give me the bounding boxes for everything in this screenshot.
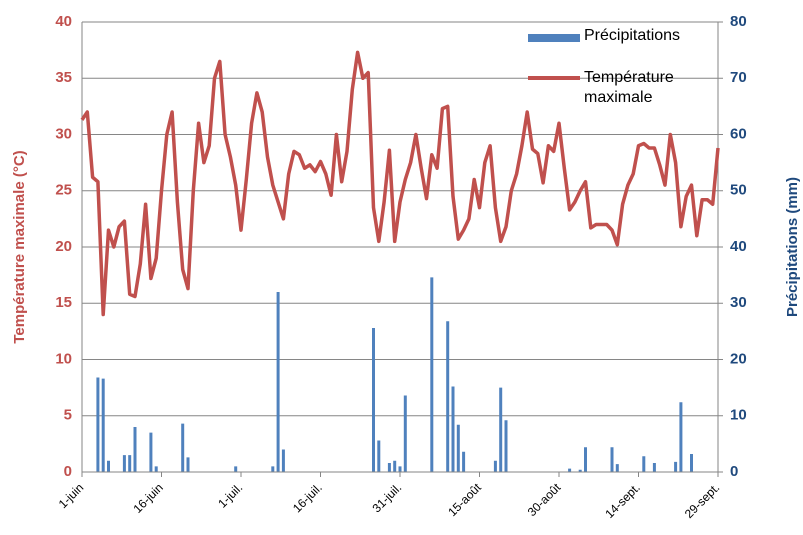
bar <box>181 423 185 472</box>
legend-swatch <box>528 34 580 42</box>
x-tick-label: 1-juil. <box>215 480 245 510</box>
bar <box>446 321 450 472</box>
bar <box>674 461 678 472</box>
y-tick-label: 20 <box>55 238 72 255</box>
bar <box>462 451 466 472</box>
y-tick-label: 15 <box>55 294 72 311</box>
bar <box>393 460 397 472</box>
y-tick-label: 30 <box>55 125 72 142</box>
bar <box>387 463 391 472</box>
bar <box>578 469 582 472</box>
x-tick-label: 30-août <box>525 480 564 519</box>
y-tick-label: 10 <box>55 350 72 367</box>
y2-tick-label: 70 <box>730 69 747 86</box>
bar <box>96 377 100 472</box>
bar <box>584 447 587 472</box>
y-tick-label: 5 <box>64 407 72 424</box>
bar <box>430 277 434 472</box>
x-tick-label: 31-juil. <box>369 480 404 515</box>
bar <box>568 468 572 472</box>
bar <box>403 395 407 472</box>
x-tick-label: 14-sept. <box>602 480 643 521</box>
y-tick-label: 0 <box>64 463 72 480</box>
bar <box>122 455 126 472</box>
y2-tick-label: 50 <box>730 182 747 199</box>
y2-tick-label: 60 <box>730 125 747 142</box>
bar <box>271 466 275 472</box>
bar <box>451 386 455 472</box>
x-tick-label: 1-juin <box>56 480 87 511</box>
bar <box>493 460 497 472</box>
bar <box>107 460 110 472</box>
legend-label: Température maximale <box>584 69 674 106</box>
bar <box>615 464 619 472</box>
x-tick-label: 15-août <box>445 480 484 519</box>
legend-swatch <box>528 76 580 80</box>
bar <box>652 463 656 472</box>
legend-label: Précipitations <box>584 27 681 44</box>
x-tick-label: 29-sept. <box>682 480 723 521</box>
bar <box>276 292 280 472</box>
bar <box>690 454 693 472</box>
line <box>80 50 720 317</box>
y2-tick-label: 0 <box>730 463 738 480</box>
bar <box>133 427 137 472</box>
bar <box>504 420 508 472</box>
bar <box>101 378 105 472</box>
legend-item: Température maximale <box>528 68 718 108</box>
y-axis-title: Température maximale (°C) <box>11 150 28 343</box>
bar <box>398 466 402 472</box>
y-tick-label: 35 <box>55 69 72 86</box>
y2-tick-label: 80 <box>730 13 747 30</box>
y2-tick-label: 20 <box>730 350 747 367</box>
bar <box>499 387 503 472</box>
y2-tick-label: 10 <box>730 407 747 424</box>
bar <box>234 466 238 472</box>
y2-tick-label: 40 <box>730 238 747 255</box>
legend: Précipitations Température maximale <box>528 26 718 130</box>
bar <box>186 457 190 472</box>
bar <box>377 440 381 472</box>
y2-axis-title: Précipitations (mm) <box>784 177 801 317</box>
legend-item: Précipitations <box>528 26 718 46</box>
bar <box>679 402 683 472</box>
x-tick-label: 16-juil. <box>290 480 325 515</box>
bar <box>149 432 153 472</box>
bar <box>456 424 460 472</box>
bar <box>642 456 646 472</box>
bar <box>281 449 285 472</box>
x-tick-label: 16-juin <box>130 480 165 515</box>
bar <box>154 466 158 472</box>
bar <box>128 455 132 472</box>
y-tick-label: 40 <box>55 13 72 30</box>
y-tick-label: 25 <box>55 182 72 199</box>
bar <box>610 447 614 472</box>
y2-tick-label: 30 <box>730 294 747 311</box>
bar <box>372 328 375 472</box>
